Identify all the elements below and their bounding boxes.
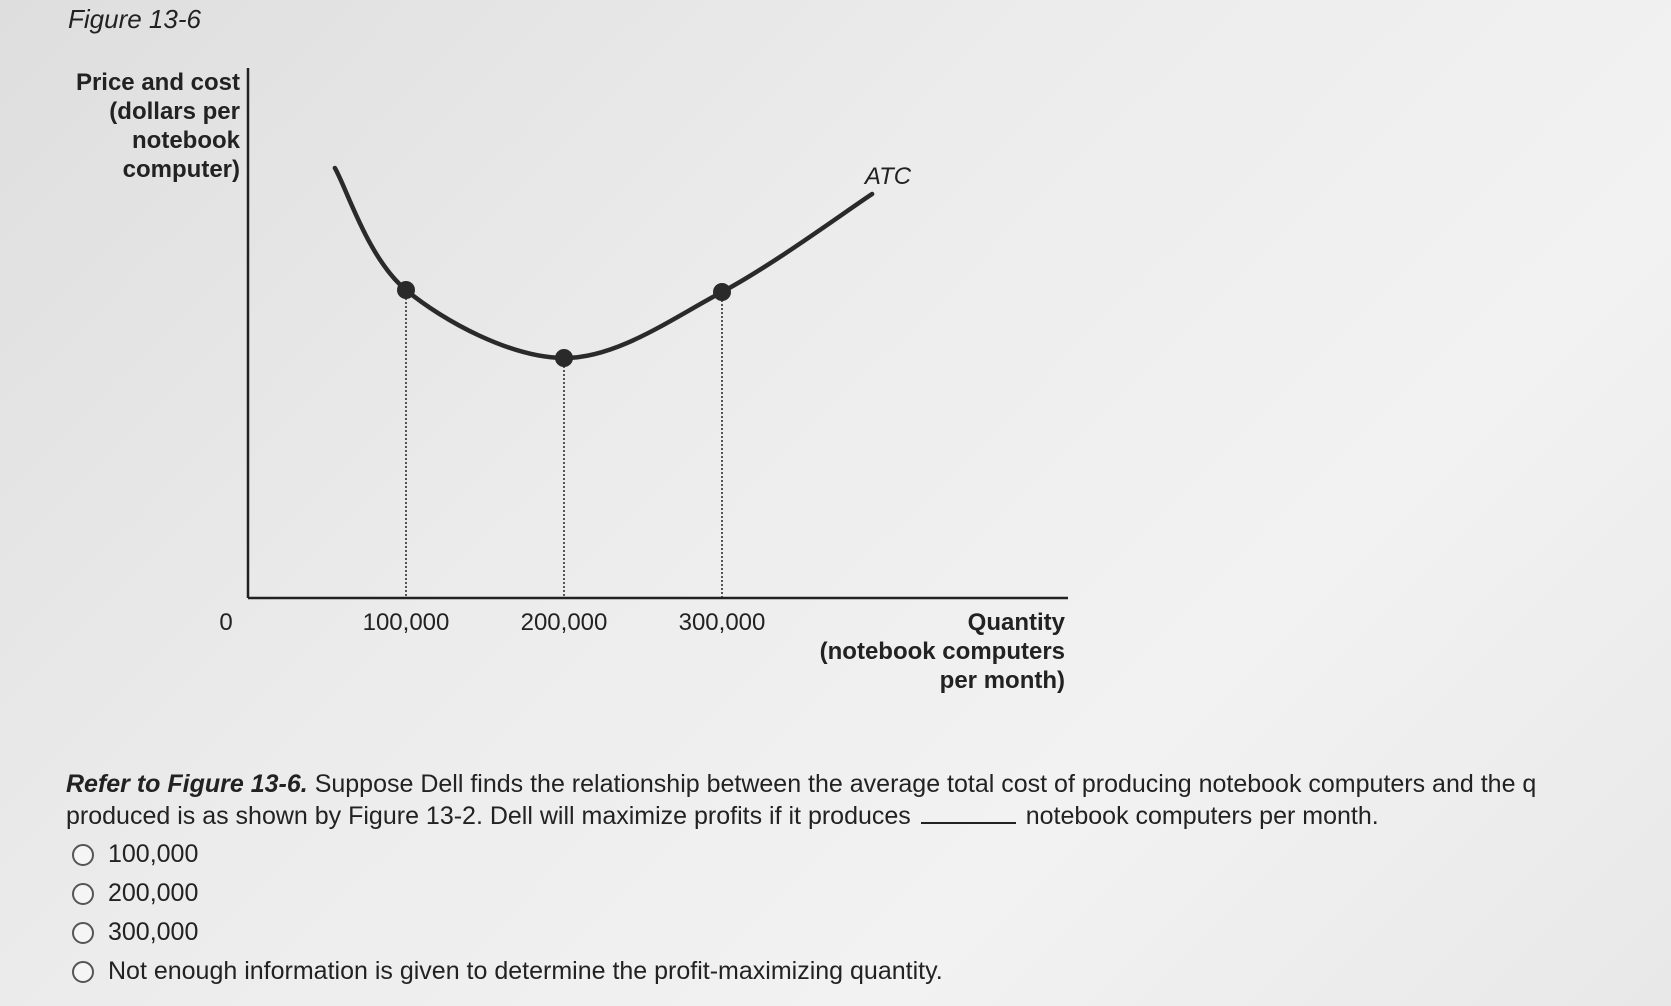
atc-point <box>555 349 573 367</box>
option-100000[interactable]: 100,000 <box>72 835 943 874</box>
x-tick-label: 0 <box>219 609 232 636</box>
answer-options: 100,000 200,000 300,000 Not enough infor… <box>72 835 943 991</box>
option-label: 300,000 <box>108 918 199 946</box>
atc-point <box>397 281 415 299</box>
question-line2-start: produced is as shown by Figure 13-2. Del… <box>66 802 911 830</box>
atc-curve <box>332 165 875 361</box>
question-ref: Refer to Figure 13-6. <box>66 770 308 798</box>
x-tick-label: 100,000 <box>363 609 450 636</box>
atc-points <box>397 281 731 367</box>
x-tick-label: 300,000 <box>679 609 766 636</box>
x-tick-label: 200,000 <box>521 609 608 636</box>
radio-button[interactable] <box>72 921 94 944</box>
radio-button[interactable] <box>72 882 94 905</box>
question-text: Refer to Figure 13-6. Suppose Dell finds… <box>66 768 1671 832</box>
option-label: 200,000 <box>108 879 199 907</box>
atc-series-label: ATC <box>863 163 912 190</box>
x-tick-labels: 0 100,000 200,000 300,000 <box>219 609 765 636</box>
x-axis-label: Quantity (notebook computers per month) <box>819 609 1065 694</box>
option-label: 100,000 <box>108 840 199 868</box>
question-line1: Suppose Dell finds the relationship betw… <box>314 770 1537 798</box>
radio-button[interactable] <box>72 960 94 983</box>
figure-title: Figure 13-6 <box>68 4 201 34</box>
option-300000[interactable]: 300,000 <box>72 913 943 952</box>
atc-point <box>713 283 731 301</box>
droplines <box>405 290 723 598</box>
option-label: Not enough information is given to deter… <box>108 957 943 985</box>
radio-button[interactable] <box>72 843 94 866</box>
answer-blank <box>920 802 1016 824</box>
question-line2-end: notebook computers per month. <box>1025 802 1379 830</box>
option-200000[interactable]: 200,000 <box>72 874 943 913</box>
y-axis-label: Price and cost (dollars per notebook com… <box>75 69 240 183</box>
option-not-enough-info[interactable]: Not enough information is given to deter… <box>72 952 943 991</box>
